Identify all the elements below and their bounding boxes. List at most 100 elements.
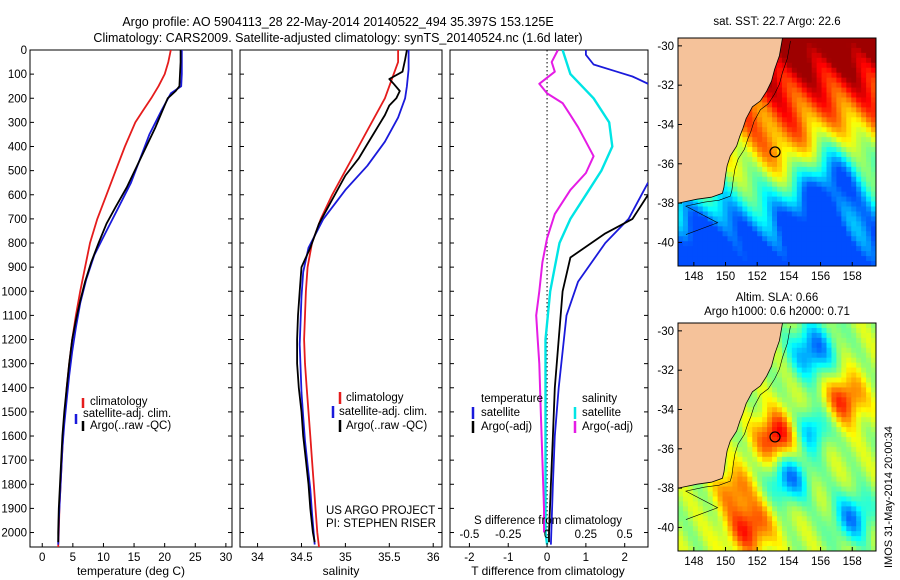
- m2-grid-cell: [831, 392, 837, 398]
- m2-grid-cell: [836, 476, 842, 483]
- m1-grid-cell: [811, 62, 818, 69]
- m2-grid-cell: [772, 437, 778, 443]
- m1-grid-cell: [821, 221, 828, 227]
- m1-grid-cell: [707, 256, 714, 262]
- m1-grid-cell: [791, 251, 798, 257]
- m1-grid-cell: [871, 82, 876, 89]
- m1-grid-cell: [831, 251, 837, 257]
- m2-grid-cell: [841, 332, 847, 339]
- m1-grid-cell: [846, 152, 852, 158]
- salinity-xtick-label: 34: [251, 552, 264, 564]
- m2-grid-cell: [786, 471, 793, 478]
- m1-grid-cell: [851, 77, 857, 84]
- m2-grid-cell: [851, 437, 857, 443]
- m1-grid-cell: [826, 181, 833, 188]
- m1-grid-cell: [801, 77, 808, 84]
- m2-grid-cell: [806, 367, 813, 374]
- m1-grid-cell: [816, 97, 823, 104]
- m1-grid-cell: [811, 137, 818, 143]
- m2-grid-cell: [861, 521, 867, 527]
- m1-grid-cell: [737, 152, 743, 158]
- m1-grid-cell: [767, 127, 773, 133]
- m1-grid-cell: [796, 38, 803, 44]
- m1-grid-cell: [851, 206, 857, 213]
- m2-grid-cell: [836, 327, 842, 334]
- temperature-xtick-label: 25: [189, 552, 202, 564]
- m1-grid-cell: [737, 142, 743, 148]
- m2-grid-cell: [861, 471, 867, 478]
- m2-grid-cell: [786, 526, 793, 532]
- difference-series-salinity-satellite: [544, 50, 614, 545]
- m1-grid-cell: [791, 107, 798, 113]
- m1-grid-cell: [841, 201, 847, 208]
- m2-grid-cell: [767, 402, 773, 408]
- m1-grid-cell: [687, 211, 694, 218]
- m2-grid-cell: [821, 481, 828, 488]
- m1-grid-cell: [806, 246, 813, 252]
- m2-grid-cell: [786, 382, 793, 389]
- m2-grid-cell: [747, 541, 753, 547]
- m2-grid-cell: [747, 422, 753, 428]
- m2-grid-cell: [742, 476, 748, 483]
- m2-grid-cell: [781, 451, 788, 458]
- m1-grid-cell: [831, 226, 837, 232]
- m2-grid-cell: [781, 352, 788, 359]
- m2-grid-cell: [796, 451, 803, 458]
- m1-grid-cell: [861, 62, 867, 69]
- m2-grid-cell: [861, 511, 867, 517]
- m2-grid-cell: [777, 496, 783, 503]
- m2-grid-cell: [727, 496, 734, 503]
- m2-grid-cell: [866, 387, 872, 393]
- m1-grid-cell: [801, 186, 808, 193]
- m1-grid-cell: [712, 221, 719, 227]
- m1-grid-cell: [836, 92, 842, 99]
- m2-grid-cell: [816, 387, 823, 393]
- m1-grid-cell: [806, 186, 813, 193]
- m1-grid-cell: [791, 82, 798, 89]
- m2-grid-cell: [742, 546, 748, 551]
- m1-grid-cell: [781, 176, 788, 183]
- m1-grid-cell: [678, 241, 684, 247]
- temperature-xlabel: temperature (deg C): [77, 564, 185, 578]
- m2-grid-cell: [772, 451, 778, 458]
- m1-grid-cell: [866, 82, 872, 89]
- m2-grid-cell: [841, 427, 847, 433]
- m1-grid-cell: [826, 241, 833, 247]
- m2-grid-cell: [856, 456, 862, 463]
- m1-grid-cell: [767, 251, 773, 257]
- m2-grid-cell: [846, 397, 852, 403]
- m1-grid-cell: [732, 201, 738, 208]
- m1-grid-cell: [871, 236, 876, 242]
- m1-grid-cell: [836, 156, 842, 163]
- m1-grid-cell: [786, 156, 793, 163]
- m1-grid-cell: [757, 256, 763, 262]
- m1-grid-cell: [861, 206, 867, 213]
- m1-grid-cell: [826, 256, 833, 262]
- m2-grid-cell: [861, 362, 867, 369]
- m2-grid-cell: [777, 526, 783, 532]
- m1-grid-cell: [678, 231, 684, 237]
- m1-grid-cell: [801, 142, 808, 148]
- m2-grid-cell: [767, 536, 773, 542]
- m2-grid-cell: [737, 536, 743, 542]
- m2-grid-cell: [747, 407, 753, 413]
- m1-grid-cell: [851, 117, 857, 123]
- m1-grid-cell: [841, 166, 847, 173]
- temperature-xtick-label: 30: [219, 552, 232, 564]
- m1-grid-cell: [752, 107, 758, 113]
- m1-grid-cell: [866, 67, 872, 74]
- m1-grid-cell: [781, 77, 788, 84]
- m1-grid-cell: [841, 191, 847, 198]
- m2-grid-cell: [871, 486, 876, 493]
- m1-grid-cell: [846, 62, 852, 69]
- m2-grid-cell: [831, 422, 837, 428]
- m2-grid-cell: [791, 486, 798, 493]
- m2-grid-cell: [836, 466, 842, 473]
- m2-grid-cell: [796, 332, 803, 339]
- m1-grid-cell: [742, 181, 748, 188]
- m2-grid-cell: [871, 327, 876, 334]
- m1-grid-cell: [767, 231, 773, 237]
- m2-grid-cell: [841, 372, 847, 379]
- m1-grid-cell: [821, 166, 828, 173]
- m2-grid-cell: [801, 407, 808, 413]
